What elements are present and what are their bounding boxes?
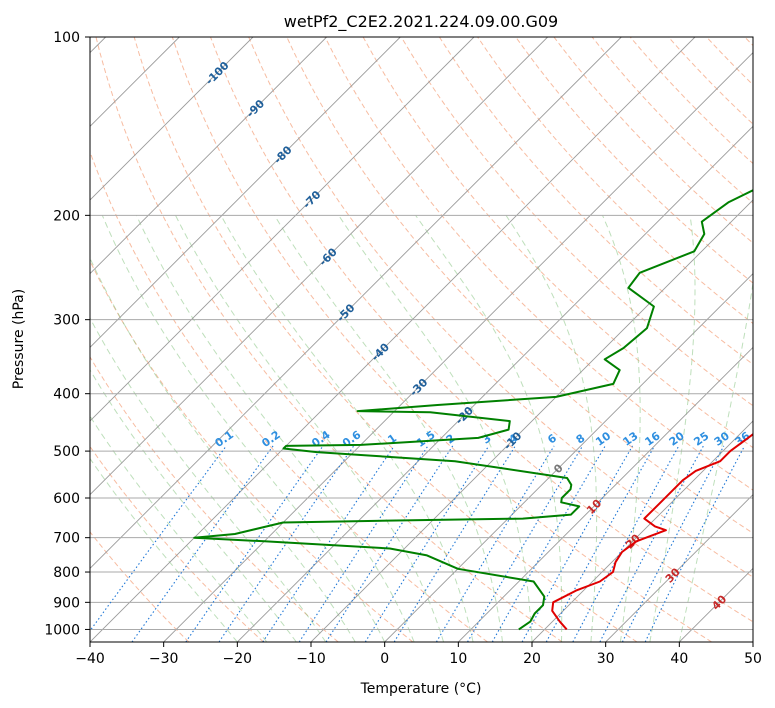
moist-adiabat xyxy=(90,415,268,642)
x-tick-label: −40 xyxy=(75,651,105,667)
moist-adiabat xyxy=(678,280,753,642)
isotherm xyxy=(90,37,622,569)
y-tick-label: 200 xyxy=(53,208,80,224)
x-tick-label: 50 xyxy=(744,651,762,667)
temperature-profile xyxy=(551,432,753,631)
x-tick-label: −20 xyxy=(223,651,253,667)
mixing-ratio-line xyxy=(621,445,725,642)
dry-adiabat xyxy=(90,150,488,642)
moist-adiabat xyxy=(135,215,415,642)
y-tick-label: 300 xyxy=(53,313,80,329)
moist-adiabat xyxy=(602,215,641,642)
y-tick-label: 1000 xyxy=(44,622,80,638)
mixing-ratio-line xyxy=(572,445,680,642)
chart-title: wetPf2_C2E2.2021.224.09.00.G09 xyxy=(284,12,558,32)
x-tick-label: 20 xyxy=(523,651,541,667)
moist-adiabat xyxy=(220,215,474,642)
isotherm xyxy=(90,37,696,642)
y-tick-label: 500 xyxy=(53,444,80,460)
dry-adiabat xyxy=(90,259,414,642)
moist-adiabat xyxy=(175,215,445,642)
dry-adiabat xyxy=(95,37,563,642)
mixing-ratio-line xyxy=(644,445,746,642)
isotherm xyxy=(605,494,753,642)
x-tick-label: −30 xyxy=(149,651,179,667)
isotherm xyxy=(90,37,401,348)
y-tick-label: 400 xyxy=(53,387,80,403)
y-axis-label: Pressure (hPa) xyxy=(11,289,27,389)
profiles xyxy=(193,189,753,631)
isotherm xyxy=(90,37,548,496)
y-tick-label: 100 xyxy=(53,30,80,46)
mixing-ratio-line xyxy=(325,445,454,642)
mixing-ratio-line xyxy=(364,445,490,642)
dry-adiabat xyxy=(591,37,753,204)
moist-adiabat xyxy=(90,457,238,642)
dry-adiabat xyxy=(210,37,753,623)
isotherm xyxy=(90,37,475,422)
plot-frame xyxy=(89,36,754,643)
y-tick-label: 800 xyxy=(53,565,80,581)
moist-adiabat xyxy=(338,215,533,642)
moist-adiabat xyxy=(101,215,386,642)
isotherm xyxy=(90,37,327,275)
moist-adiabat xyxy=(649,215,696,642)
dry-adiabat xyxy=(324,37,753,491)
dry-adiabat xyxy=(477,37,753,325)
isotherm xyxy=(310,199,753,642)
mixing-ratio-line xyxy=(491,445,606,642)
mixing-ratio-line xyxy=(467,445,584,642)
x-tick-label: 40 xyxy=(670,651,688,667)
mixing-ratio-line xyxy=(131,445,274,642)
moist-adiabat xyxy=(90,256,356,642)
y-tick-label: 900 xyxy=(53,595,80,611)
isotherm xyxy=(531,420,753,642)
mixing-ratio-line xyxy=(545,445,656,642)
isotherm xyxy=(458,346,753,642)
dry-adiabat xyxy=(90,355,339,642)
isotherm xyxy=(384,273,753,642)
dewpoint-profile xyxy=(193,189,753,631)
moist-adiabat xyxy=(415,215,563,642)
x-axis-label: Temperature (°C) xyxy=(360,681,482,697)
background-lines xyxy=(90,37,753,642)
x-tick-label: 0 xyxy=(380,651,389,667)
y-tick-label: 600 xyxy=(53,491,80,507)
dry-adiabat xyxy=(248,37,753,578)
mixing-ratio-line xyxy=(262,445,395,642)
moist-adiabat xyxy=(274,215,503,642)
dry-adiabat xyxy=(133,37,638,642)
dry-adiabat xyxy=(171,37,712,642)
mixing-ratio-line xyxy=(90,445,227,632)
moist-adiabat xyxy=(90,317,327,642)
isotherm xyxy=(90,37,254,201)
x-tick-label: 30 xyxy=(597,651,615,667)
dry-adiabat xyxy=(438,37,753,365)
dry-adiabat xyxy=(553,37,753,244)
dry-adiabat xyxy=(90,531,190,642)
x-tick-label: 10 xyxy=(449,651,467,667)
axis-ticks: −40 −30 −20 −10 0 10 20 30 40 50 100 200 300 400 500 60… xyxy=(44,30,762,667)
moist-adiabat xyxy=(90,368,297,642)
dry-adiabat xyxy=(286,37,753,534)
isotherm xyxy=(237,125,753,642)
x-tick-label: −10 xyxy=(296,651,326,667)
y-tick-label: 700 xyxy=(53,531,80,547)
mixing-ratio-line xyxy=(298,445,429,642)
dry-adiabat xyxy=(400,37,753,407)
